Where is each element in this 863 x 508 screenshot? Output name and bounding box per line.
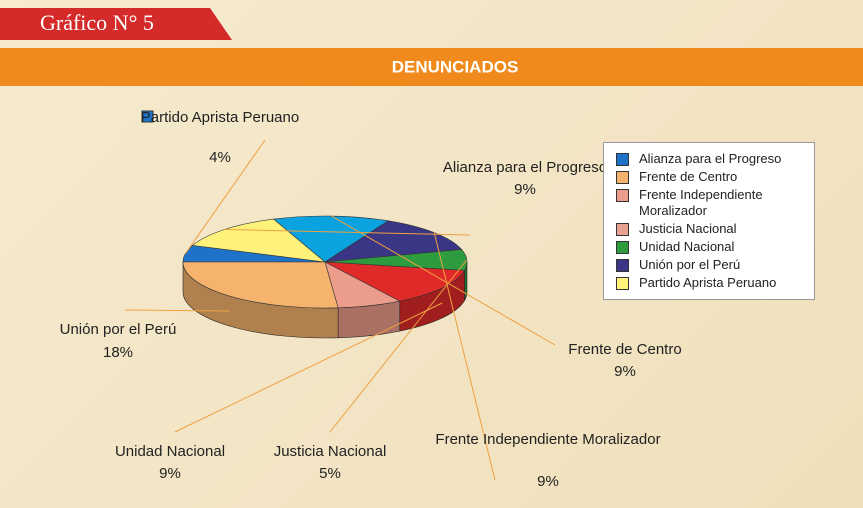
slice-label: Unión por el Perú [60, 321, 177, 338]
legend-label: Frente de Centro [639, 169, 738, 184]
legend-swatch [616, 241, 629, 254]
legend-swatch [616, 277, 629, 290]
pie-slice [324, 261, 466, 302]
legend-entry: Partido Aprista Peruano [612, 275, 806, 291]
leader-line [331, 215, 556, 346]
slice-value-label: 9% [159, 465, 181, 482]
slice-label: Unidad Nacional [115, 443, 225, 460]
legend: Alianza para el Progreso Frente de Centro… [603, 142, 815, 300]
slice-value-label: 9% [537, 473, 559, 490]
pie-slice [182, 261, 339, 309]
figure-tab [0, 8, 232, 40]
chart-title: DENUNCIADOS [392, 57, 519, 76]
slice-value-label: 4% [209, 149, 231, 166]
legend-entry: Frente Independiente Moralizador [612, 187, 806, 219]
legend-label: Unidad Nacional [639, 239, 735, 254]
leader-line [433, 232, 496, 481]
slice-value-label: 9% [614, 363, 636, 380]
legend-swatch [616, 189, 629, 202]
figure-label: Gráfico N° 5 [40, 10, 154, 35]
label-swatch [141, 110, 154, 123]
legend-entry: Justicia Nacional [612, 221, 806, 237]
leader-line [174, 302, 443, 433]
pie-slice [272, 215, 390, 263]
legend-entry: Frente de Centro [612, 169, 806, 185]
leader-line [329, 259, 468, 433]
legend-entry: Unidad Nacional [612, 239, 806, 255]
legend-label: Partido Aprista Peruano [639, 275, 777, 290]
title-bar [0, 48, 863, 86]
legend-label: Frente Independiente Moralizador [639, 187, 763, 218]
legend-label: Alianza para el Progreso [639, 151, 782, 166]
slice-value-label: 5% [319, 465, 341, 482]
legend-swatch [616, 223, 629, 236]
legend-entry: Unión por el Perú [612, 257, 806, 273]
legend-swatch [616, 171, 629, 184]
legend-label: Justicia Nacional [639, 221, 737, 236]
slice-label: Frente Independiente Moralizador [435, 431, 660, 448]
slice-label: Frente de Centro [568, 341, 681, 358]
legend-swatch [616, 259, 629, 272]
leader-line [124, 309, 230, 312]
slice-value-label: 9% [514, 181, 536, 198]
legend-swatch [616, 153, 629, 166]
leader-line [185, 139, 266, 254]
pie-slice [324, 220, 463, 263]
slice-label: Alianza para el Progreso [443, 159, 607, 176]
slice-label: Justicia Nacional [274, 443, 387, 460]
legend-label: Unión por el Perú [639, 257, 741, 272]
leader-line [224, 228, 471, 236]
slice-value-label: 18% [103, 344, 133, 361]
legend-entry: Alianza para el Progreso [612, 151, 806, 167]
slice-label: Partido Aprista Peruano [141, 109, 299, 126]
